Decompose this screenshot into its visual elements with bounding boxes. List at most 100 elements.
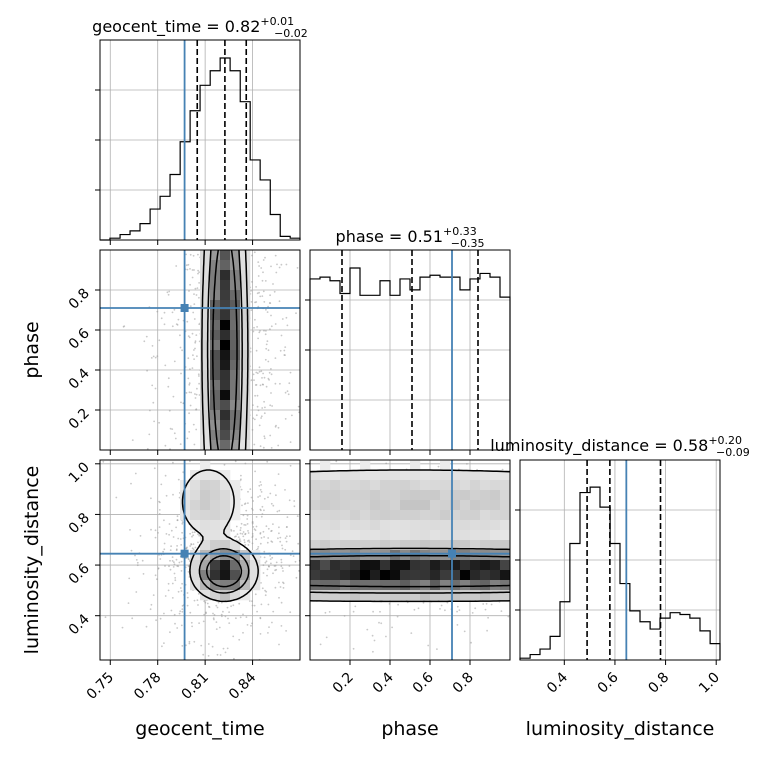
density-cell [200, 520, 211, 531]
sample-point [174, 437, 177, 440]
density-cell [470, 470, 481, 481]
density-cell [310, 500, 321, 511]
density-cell [200, 570, 211, 581]
ylabel-luminosity-distance: luminosity_distance [21, 466, 43, 655]
sample-point [127, 602, 130, 604]
density-cell [440, 520, 451, 531]
sample-point [156, 310, 159, 313]
sample-point [150, 603, 153, 606]
sample-point [186, 604, 189, 607]
density-cell [470, 580, 481, 591]
density-cell [350, 480, 361, 491]
sample-point [274, 586, 277, 589]
density-cell [350, 550, 361, 561]
density-cell [240, 360, 251, 371]
sample-point [275, 424, 277, 427]
sample-point [270, 368, 272, 370]
density-cell [360, 560, 371, 571]
sample-point [272, 504, 275, 507]
sample-point [252, 417, 255, 420]
density-cell [220, 370, 231, 381]
sample-point [189, 404, 192, 407]
sample-point [164, 444, 167, 447]
density-cell [230, 540, 241, 551]
density-cell [490, 550, 501, 561]
density-cell [400, 510, 411, 521]
density-cell [460, 490, 471, 501]
sample-point [262, 271, 264, 274]
density-cell [390, 510, 401, 521]
sample-point [274, 484, 277, 487]
density-cell [220, 400, 231, 411]
sample-point [169, 559, 171, 562]
sample-point [295, 312, 297, 315]
y-tick-label: 0.8 [66, 510, 93, 537]
sample-point [253, 604, 256, 607]
density-cell [470, 530, 481, 541]
sample-point [178, 561, 181, 564]
sample-point [158, 513, 161, 515]
contour-line [310, 547, 510, 594]
sample-point [258, 484, 261, 487]
density-cell [330, 580, 341, 591]
sample-point [458, 609, 461, 611]
density-cell [380, 560, 391, 571]
sample-point [270, 562, 272, 565]
sample-point [281, 318, 284, 320]
sample-point [172, 461, 174, 464]
density-cell [310, 480, 321, 491]
histogram-geocent-time [100, 57, 301, 241]
sample-point [247, 502, 249, 504]
sample-point [260, 370, 263, 373]
sample-point [181, 645, 184, 647]
density-cell [230, 360, 241, 371]
sample-point [194, 287, 197, 290]
sample-point [281, 567, 284, 569]
sample-point [265, 385, 268, 388]
sample-point [261, 279, 264, 282]
sample-point [273, 290, 276, 293]
density-cell [330, 470, 341, 481]
density-cell [360, 510, 371, 521]
density-cell [370, 530, 381, 541]
sample-point [194, 341, 197, 344]
sample-point [270, 325, 273, 328]
sample-point [378, 621, 380, 624]
density-cell [230, 390, 241, 401]
density-cell [200, 300, 211, 311]
sample-point [197, 269, 200, 272]
sample-point [444, 609, 446, 612]
sample-point [150, 528, 152, 531]
sample-point [456, 624, 459, 626]
sample-point [239, 616, 242, 619]
sample-point [440, 604, 443, 607]
sample-point [262, 572, 265, 574]
density-cell [230, 300, 241, 311]
sample-point [270, 314, 272, 317]
density-cell [370, 540, 381, 551]
sample-point [167, 582, 170, 585]
density-cell [200, 410, 211, 421]
sample-point [259, 633, 262, 635]
sample-point [134, 472, 137, 475]
sample-point [263, 301, 266, 303]
sample-point [163, 323, 166, 326]
density-cell [210, 560, 221, 571]
density-cell [420, 470, 431, 481]
sample-point [149, 409, 151, 412]
sample-point [264, 280, 267, 282]
sample-point [253, 326, 255, 329]
density-cell [320, 540, 331, 551]
sample-point [266, 340, 269, 343]
sample-point [181, 610, 184, 613]
x-tick-label: 0.8 [450, 670, 477, 697]
sample-point [176, 519, 179, 522]
sample-point [284, 489, 286, 491]
density-cell [330, 480, 341, 491]
sample-point [265, 330, 267, 332]
sample-point [291, 414, 293, 417]
sample-point [294, 560, 297, 563]
sample-point [256, 372, 259, 375]
density-cell [220, 440, 231, 450]
sample-point [188, 383, 191, 386]
